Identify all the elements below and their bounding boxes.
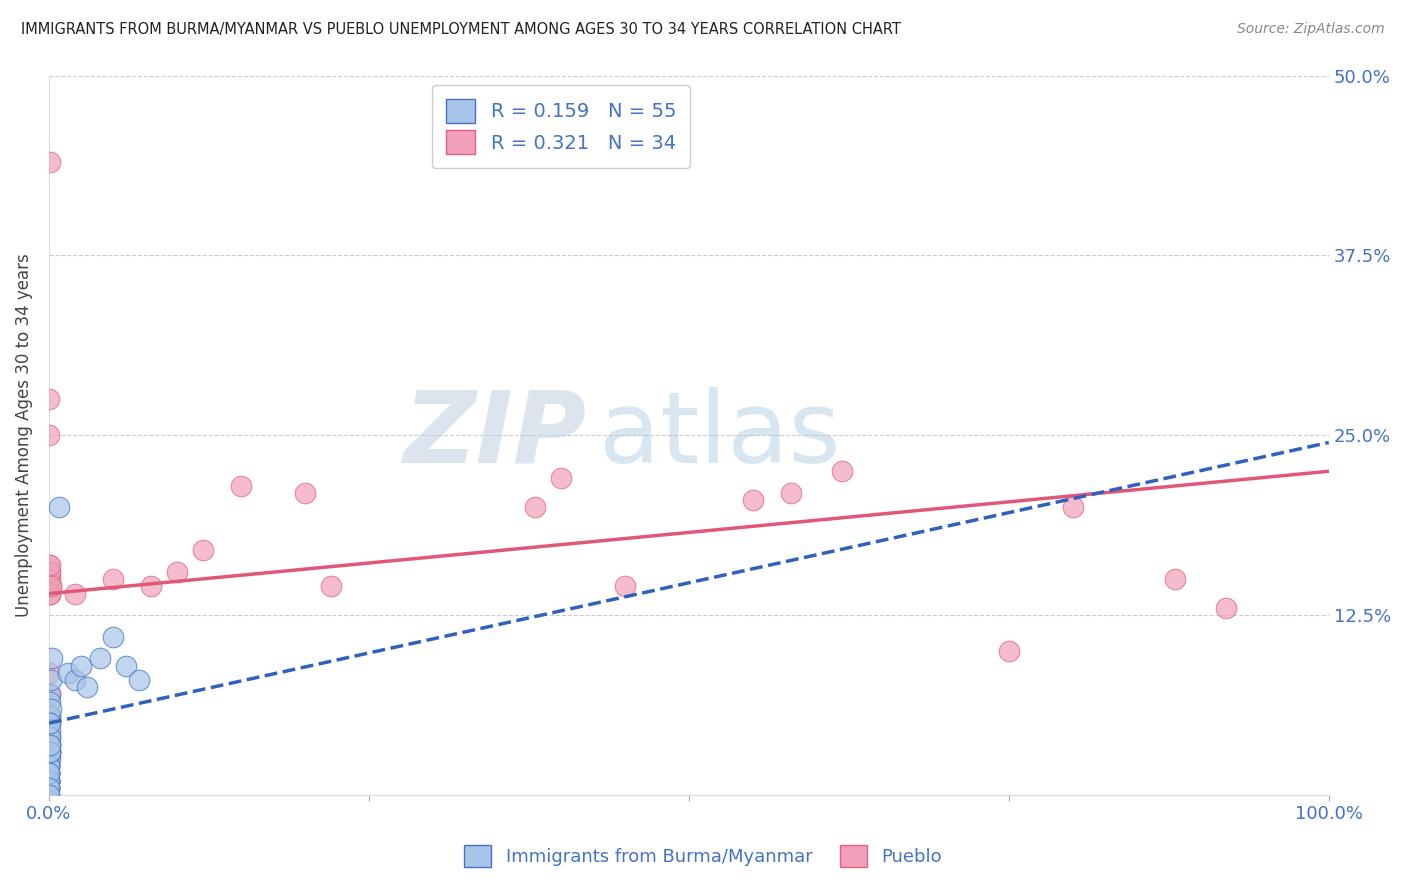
Point — [38, 745, 60, 759]
Point — [38, 565, 60, 579]
Point — [39, 565, 62, 579]
Point — [38, 759, 60, 773]
Point — [38, 780, 60, 795]
Point — [38, 773, 60, 788]
Point — [38, 773, 60, 788]
Point — [38, 572, 60, 586]
Point — [39, 558, 62, 572]
Point — [39, 716, 62, 731]
Point — [38, 752, 60, 766]
Point — [166, 565, 188, 579]
Point — [39, 702, 62, 716]
Legend: Immigrants from Burma/Myanmar, Pueblo: Immigrants from Burma/Myanmar, Pueblo — [457, 838, 949, 874]
Point — [63, 673, 86, 687]
Point — [38, 773, 60, 788]
Point — [76, 680, 98, 694]
Point — [38, 788, 60, 802]
Point — [38, 687, 60, 701]
Point — [39, 579, 62, 593]
Point — [38, 780, 60, 795]
Point — [128, 673, 150, 687]
Point — [38, 752, 60, 766]
Text: IMMIGRANTS FROM BURMA/MYANMAR VS PUEBLO UNEMPLOYMENT AMONG AGES 30 TO 34 YEARS C: IMMIGRANTS FROM BURMA/MYANMAR VS PUEBLO … — [21, 22, 901, 37]
Point — [48, 500, 70, 515]
Point — [229, 478, 252, 492]
Point — [1062, 500, 1084, 515]
Point — [70, 658, 93, 673]
Point — [38, 780, 60, 795]
Point — [38, 788, 60, 802]
Point — [38, 428, 60, 442]
Point — [38, 759, 60, 773]
Point — [39, 694, 62, 708]
Point — [38, 579, 60, 593]
Point — [38, 665, 60, 680]
Point — [41, 651, 63, 665]
Point — [550, 471, 572, 485]
Point — [39, 673, 62, 687]
Point — [39, 154, 62, 169]
Point — [38, 766, 60, 780]
Point — [38, 773, 60, 788]
Point — [319, 579, 342, 593]
Point — [39, 709, 62, 723]
Point — [56, 665, 79, 680]
Point — [38, 731, 60, 745]
Point — [38, 766, 60, 780]
Point — [38, 392, 60, 407]
Point — [63, 586, 86, 600]
Point — [141, 579, 163, 593]
Point — [38, 738, 60, 752]
Point — [38, 738, 60, 752]
Point — [38, 780, 60, 795]
Point — [39, 687, 62, 701]
Point — [38, 709, 60, 723]
Text: ZIP: ZIP — [404, 387, 586, 483]
Point — [38, 766, 60, 780]
Point — [101, 572, 124, 586]
Point — [114, 658, 136, 673]
Text: Source: ZipAtlas.com: Source: ZipAtlas.com — [1237, 22, 1385, 37]
Point — [191, 543, 214, 558]
Point — [39, 586, 62, 600]
Point — [294, 486, 316, 500]
Point — [1215, 601, 1237, 615]
Point — [38, 780, 60, 795]
Point — [38, 780, 60, 795]
Point — [831, 464, 853, 478]
Point — [38, 745, 60, 759]
Point — [780, 486, 803, 500]
Point — [38, 766, 60, 780]
Point — [1164, 572, 1187, 586]
Point — [741, 493, 763, 508]
Text: atlas: atlas — [599, 387, 841, 483]
Point — [38, 766, 60, 780]
Point — [38, 731, 60, 745]
Point — [39, 579, 62, 593]
Legend: R = 0.159   N = 55, R = 0.321   N = 34: R = 0.159 N = 55, R = 0.321 N = 34 — [432, 86, 689, 168]
Point — [998, 644, 1021, 658]
Point — [524, 500, 547, 515]
Point — [39, 716, 62, 731]
Point — [101, 630, 124, 644]
Point — [38, 759, 60, 773]
Point — [39, 723, 62, 738]
Point — [38, 773, 60, 788]
Point — [38, 745, 60, 759]
Point — [38, 738, 60, 752]
Point — [89, 651, 111, 665]
Point — [38, 745, 60, 759]
Point — [38, 773, 60, 788]
Point — [613, 579, 636, 593]
Point — [38, 586, 60, 600]
Point — [38, 731, 60, 745]
Point — [38, 752, 60, 766]
Y-axis label: Unemployment Among Ages 30 to 34 years: Unemployment Among Ages 30 to 34 years — [15, 253, 32, 617]
Point — [38, 572, 60, 586]
Point — [38, 759, 60, 773]
Point — [38, 558, 60, 572]
